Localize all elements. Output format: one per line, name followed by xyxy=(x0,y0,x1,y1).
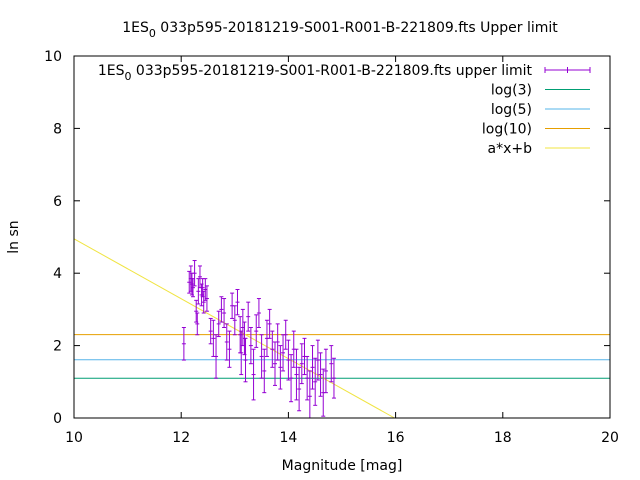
title-rest: 033p595-20181219-S001-R001-B-221809.fts … xyxy=(156,20,558,36)
data-point xyxy=(227,330,232,368)
data-point xyxy=(267,308,272,339)
x-tick-label: 12 xyxy=(172,430,190,446)
data-point xyxy=(305,355,310,401)
data-point xyxy=(262,348,267,394)
axis-ticks: 10 12 14 16 18 20 0 2 4 6 8 10 xyxy=(44,49,619,446)
data-point xyxy=(219,296,224,323)
data-point xyxy=(243,337,248,383)
data-point xyxy=(235,288,240,316)
plot-frame xyxy=(73,55,611,419)
data-point xyxy=(204,285,209,312)
data-point xyxy=(222,298,227,328)
data-point xyxy=(329,345,334,383)
data-point xyxy=(270,330,275,368)
legend-item: log(10) xyxy=(482,122,590,138)
data-point xyxy=(248,327,253,365)
x-tick-label: 18 xyxy=(494,430,512,446)
x-tick-label: 14 xyxy=(279,430,297,446)
data-point xyxy=(278,345,283,390)
data-point xyxy=(273,341,277,386)
data-point xyxy=(192,260,197,287)
legend-item: log(3) xyxy=(491,83,590,99)
data-point xyxy=(294,348,299,401)
data-point xyxy=(190,278,195,298)
data-point xyxy=(211,319,216,357)
data-point xyxy=(318,352,323,397)
data-point xyxy=(181,327,186,361)
title-prefix: 1ES xyxy=(122,20,149,36)
y-tick-label: 0 xyxy=(53,411,62,427)
legend: 1ES0 033p595-20181219-S001-R001-B-221809… xyxy=(98,63,591,157)
data-point xyxy=(246,301,251,332)
data-point xyxy=(203,278,208,301)
data-point xyxy=(299,343,304,385)
data-points xyxy=(181,260,336,419)
y-tick-label: 2 xyxy=(53,339,62,355)
data-point xyxy=(230,292,235,319)
legend-label: log(3) xyxy=(491,83,532,99)
fit-line xyxy=(73,238,395,419)
data-point xyxy=(194,299,199,323)
data-point xyxy=(297,366,302,412)
data-point xyxy=(256,298,261,328)
data-point xyxy=(331,357,336,399)
legend-label: 1ES0 033p595-20181219-S001-R001-B-221809… xyxy=(98,63,533,83)
chart-title-text: 1ES0 033p595-20181219-S001-R001-B-221809… xyxy=(122,20,558,40)
data-point xyxy=(208,317,213,345)
data-point xyxy=(283,319,288,350)
legend-item: log(5) xyxy=(491,102,590,118)
legend-label: log(5) xyxy=(491,102,532,118)
data-point xyxy=(323,348,328,394)
x-tick-label: 20 xyxy=(601,430,619,446)
y-tick-label: 6 xyxy=(53,194,62,210)
data-point xyxy=(195,312,200,336)
y-axis-label: ln sn xyxy=(6,220,22,253)
data-point xyxy=(224,323,229,361)
y-tick-label: 8 xyxy=(53,121,62,137)
data-point xyxy=(200,278,205,298)
data-point xyxy=(254,314,259,348)
legend-label: a*x+b xyxy=(488,141,533,157)
reference-lines xyxy=(73,238,610,419)
chart-title: 1ES0 033p595-20181219-S001-R001-B-221809… xyxy=(122,20,558,40)
data-point xyxy=(313,357,318,406)
data-point xyxy=(232,305,237,336)
data-point xyxy=(201,290,206,314)
title-subscript: 0 xyxy=(149,27,156,40)
y-tick-label: 4 xyxy=(53,266,62,282)
data-point xyxy=(216,310,221,338)
y-tick-label: 10 xyxy=(44,49,62,65)
legend-item: a*x+b xyxy=(488,141,590,157)
data-point xyxy=(214,334,219,379)
x-tick-label: 10 xyxy=(65,430,83,446)
data-point xyxy=(275,323,280,361)
data-point xyxy=(251,348,256,401)
data-point xyxy=(286,339,291,381)
data-point xyxy=(289,354,294,403)
legend-label: log(10) xyxy=(482,122,532,138)
legend-item: 1ES0 033p595-20181219-S001-R001-B-221809… xyxy=(98,63,591,83)
x-tick-label: 16 xyxy=(387,430,405,446)
data-point xyxy=(315,339,320,381)
data-point xyxy=(281,334,286,372)
x-axis-label: Magnitude [mag] xyxy=(282,458,403,474)
data-point xyxy=(259,334,264,379)
data-point xyxy=(310,345,315,390)
